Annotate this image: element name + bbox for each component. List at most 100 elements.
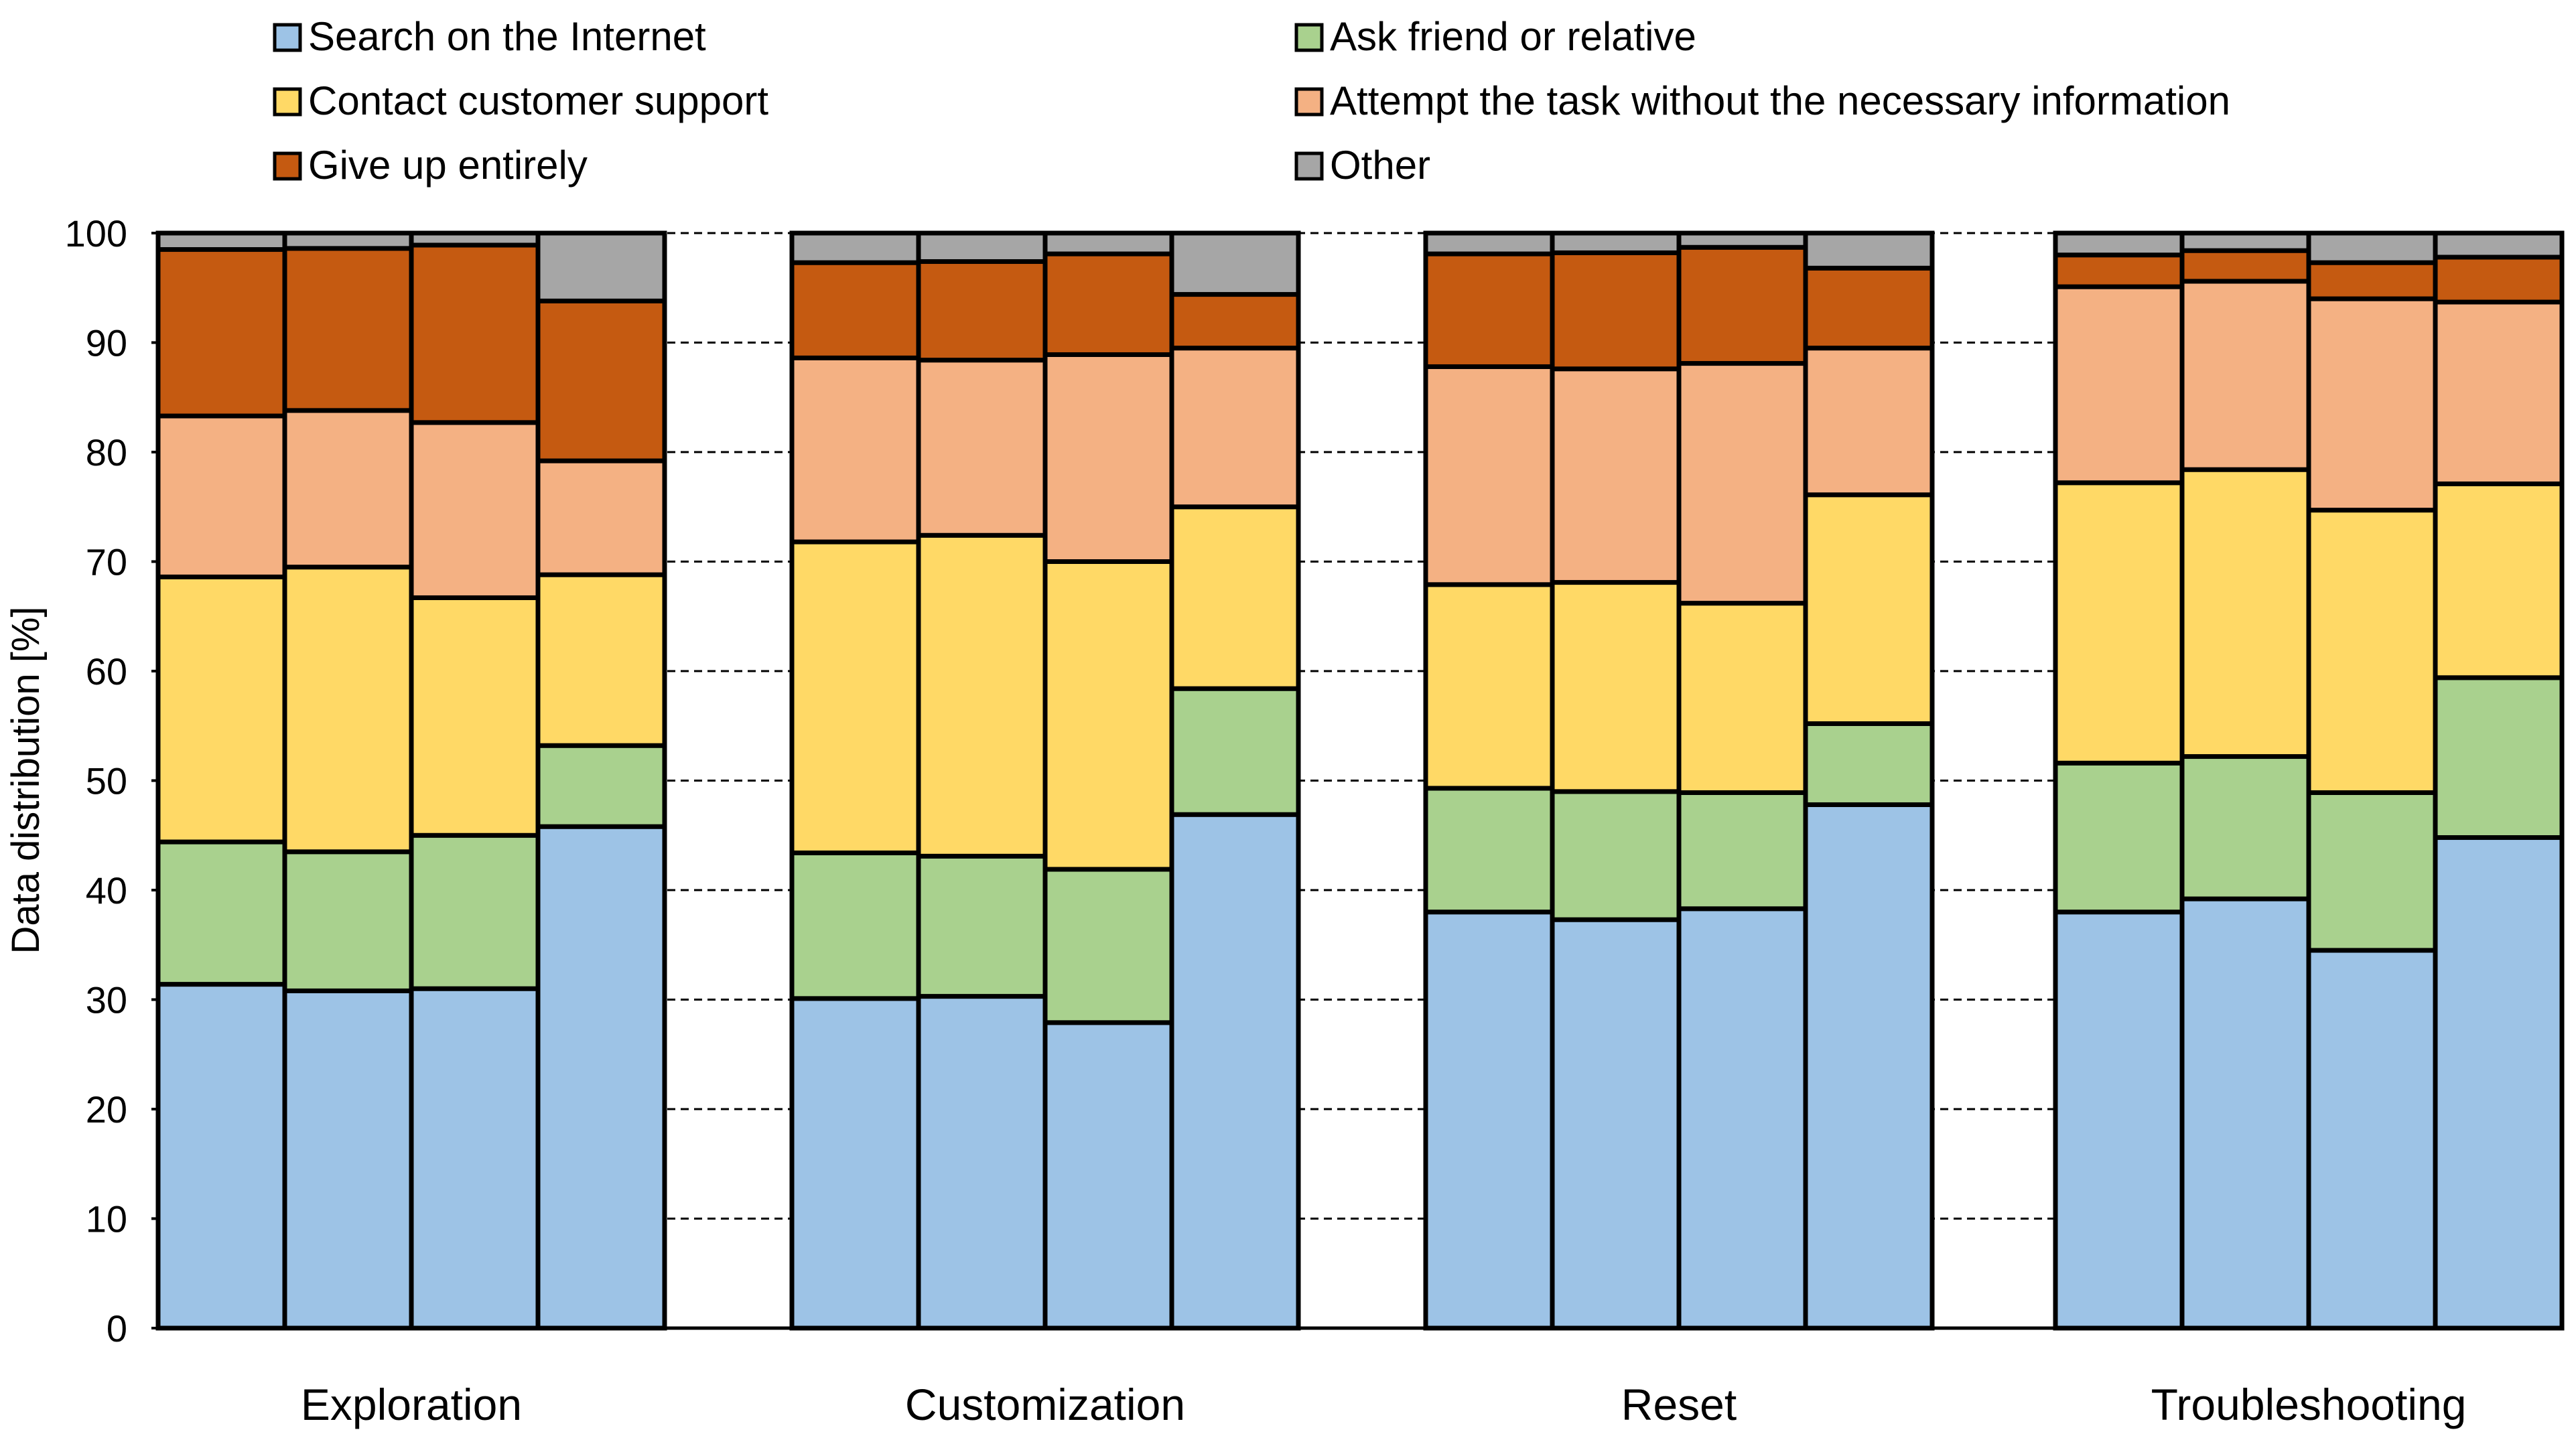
bar-segment-customization-3-ask-friend-or-relative [1042, 867, 1174, 1025]
y-tick-label: 40 [86, 869, 127, 912]
bar-segment-customization-3-search-on-the-internet [1042, 1020, 1174, 1331]
legend-swatch [1294, 87, 1324, 117]
bar-segment-customization-2-give-up-entirely [916, 259, 1048, 363]
bar-segment-customization-2-search-on-the-internet [916, 994, 1048, 1331]
bar-segment-exploration-3-attempt-the-task-without-the-necessary-information [409, 420, 541, 600]
legend-swatch [1294, 151, 1324, 181]
bar-segment-customization-4-search-on-the-internet [1169, 812, 1301, 1331]
bar-segment-troubleshooting-1-ask-friend-or-relative [2053, 760, 2185, 915]
bar-segment-troubleshooting-4-search-on-the-internet [2433, 835, 2565, 1331]
bar-segment-exploration-3-contact-customer-support [409, 595, 541, 838]
bar-segment-customization-4-other [1169, 230, 1301, 297]
bar-segment-customization-3-attempt-the-task-without-the-necessary-information [1042, 352, 1174, 564]
group-label-reset: Reset [1621, 1380, 1737, 1429]
bar-segment-exploration-1-ask-friend-or-relative [155, 839, 287, 987]
bar-segment-customization-2-contact-customer-support [916, 532, 1048, 859]
bar-segment-exploration-4-contact-customer-support [535, 572, 667, 748]
bar-segment-reset-3-ask-friend-or-relative [1676, 790, 1808, 912]
bar-segment-reset-1-ask-friend-or-relative [1423, 786, 1555, 915]
bar-segment-troubleshooting-1-attempt-the-task-without-the-necessary-information [2053, 284, 2185, 486]
legend-swatch [273, 23, 302, 52]
axes: Data distribution [%] [4, 233, 2559, 1330]
y-tick-label: 50 [86, 760, 127, 802]
bar-segment-troubleshooting-3-contact-customer-support [2306, 508, 2438, 795]
bar-segment-customization-2-other [916, 230, 1048, 265]
legend-item-search-on-the-internet: Search on the Internet [273, 14, 706, 59]
y-axis-label: Data distribution [%] [4, 606, 48, 954]
bar-segment-reset-2-other [1550, 230, 1682, 255]
bar-segment-reset-4-ask-friend-or-relative [1803, 721, 1935, 807]
bar-segment-customization-2-attempt-the-task-without-the-necessary-information [916, 358, 1048, 538]
group-label-exploration: Exploration [301, 1380, 522, 1429]
bar-segment-troubleshooting-3-search-on-the-internet [2306, 948, 2438, 1331]
bar-segment-exploration-2-search-on-the-internet [282, 988, 414, 1331]
y-tick-label: 90 [86, 322, 127, 364]
bar-segment-exploration-3-other [409, 230, 541, 248]
bar-segment-exploration-3-search-on-the-internet [409, 986, 541, 1331]
bar-segment-customization-1-attempt-the-task-without-the-necessary-information [789, 355, 921, 545]
bar-segment-troubleshooting-1-other [2053, 230, 2185, 258]
bar-segment-troubleshooting-4-contact-customer-support [2433, 481, 2565, 680]
legend-item-other: Other [1294, 143, 1430, 188]
bar-segment-reset-2-search-on-the-internet [1550, 917, 1682, 1331]
bar-segments [155, 230, 2565, 1331]
bar-segment-exploration-2-attempt-the-task-without-the-necessary-information [282, 408, 414, 570]
bar-segment-troubleshooting-1-search-on-the-internet [2053, 910, 2185, 1331]
y-tick-label: 100 [65, 212, 127, 255]
bar-segment-customization-1-search-on-the-internet [789, 996, 921, 1331]
legend-label: Give up entirely [308, 143, 588, 188]
bar-segment-reset-1-attempt-the-task-without-the-necessary-information [1423, 364, 1555, 587]
y-tick-label: 30 [86, 979, 127, 1021]
bar-segment-exploration-2-contact-customer-support [282, 565, 414, 855]
bar-segment-troubleshooting-1-give-up-entirely [2053, 252, 2185, 289]
bar-segment-reset-4-attempt-the-task-without-the-necessary-information [1803, 346, 1935, 498]
bar-segment-reset-3-give-up-entirely [1676, 244, 1808, 366]
group-label-troubleshooting: Troubleshooting [2151, 1380, 2467, 1429]
legend-item-give-up-entirely: Give up entirely [273, 143, 588, 188]
bar-segment-customization-1-other [789, 230, 921, 265]
bar-segment-reset-4-contact-customer-support [1803, 492, 1935, 726]
bar-segment-troubleshooting-3-other [2306, 230, 2438, 265]
bar-segment-customization-1-contact-customer-support [789, 539, 921, 855]
legend-item-ask-friend-or-relative: Ask friend or relative [1294, 14, 1696, 59]
bar-segment-troubleshooting-4-ask-friend-or-relative [2433, 675, 2565, 841]
bar-segment-exploration-4-attempt-the-task-without-the-necessary-information [535, 458, 667, 577]
bar-segment-exploration-4-other [535, 230, 667, 303]
bar-segment-customization-4-contact-customer-support [1169, 504, 1301, 691]
bar-segment-exploration-3-ask-friend-or-relative [409, 832, 541, 991]
bar-segment-customization-1-ask-friend-or-relative [789, 850, 921, 1001]
y-tick-label: 80 [86, 431, 127, 474]
bar-segment-reset-3-contact-customer-support [1676, 601, 1808, 795]
bar-segment-reset-4-search-on-the-internet [1803, 802, 1935, 1331]
legend-label: Ask friend or relative [1330, 14, 1696, 59]
bar-segment-exploration-2-other [282, 230, 414, 251]
legend-swatch [273, 87, 302, 117]
bar-segment-troubleshooting-3-ask-friend-or-relative [2306, 790, 2438, 953]
bar-segment-customization-4-ask-friend-or-relative [1169, 686, 1301, 817]
bar-segment-troubleshooting-4-other [2433, 230, 2565, 260]
bar-segment-reset-3-search-on-the-internet [1676, 906, 1808, 1331]
bar-segment-troubleshooting-3-attempt-the-task-without-the-necessary-information [2306, 296, 2438, 513]
y-tick-label: 60 [86, 650, 127, 693]
legend-item-contact-customer-support: Contact customer support [273, 78, 768, 123]
bar-segment-exploration-2-ask-friend-or-relative [282, 849, 414, 993]
bar-segment-troubleshooting-2-search-on-the-internet [2179, 896, 2311, 1331]
bar-segment-reset-1-search-on-the-internet [1423, 910, 1555, 1331]
bar-segment-reset-2-ask-friend-or-relative [1550, 789, 1682, 922]
bar-segment-exploration-1-attempt-the-task-without-the-necessary-information [155, 413, 287, 579]
legend-label: Attempt the task without the necessary i… [1330, 78, 2230, 123]
bar-segment-exploration-4-give-up-entirely [535, 298, 667, 463]
legend-swatch [1294, 23, 1324, 52]
legend: Search on the Internet Ask friend or rela… [273, 14, 2230, 188]
bar-segment-customization-1-give-up-entirely [789, 260, 921, 360]
bar-segment-exploration-2-give-up-entirely [282, 246, 414, 413]
bar-segment-reset-3-other [1676, 230, 1808, 250]
bar-segment-troubleshooting-2-attempt-the-task-without-the-necessary-information [2179, 279, 2311, 472]
bar-segment-customization-4-give-up-entirely [1169, 292, 1301, 351]
bar-segment-troubleshooting-4-attempt-the-task-without-the-necessary-information [2433, 299, 2565, 486]
y-tick-label: 0 [107, 1307, 127, 1350]
y-tick-label: 70 [86, 541, 127, 583]
bar-segment-reset-4-other [1803, 230, 1935, 271]
bar-segment-reset-2-attempt-the-task-without-the-necessary-information [1550, 366, 1682, 585]
